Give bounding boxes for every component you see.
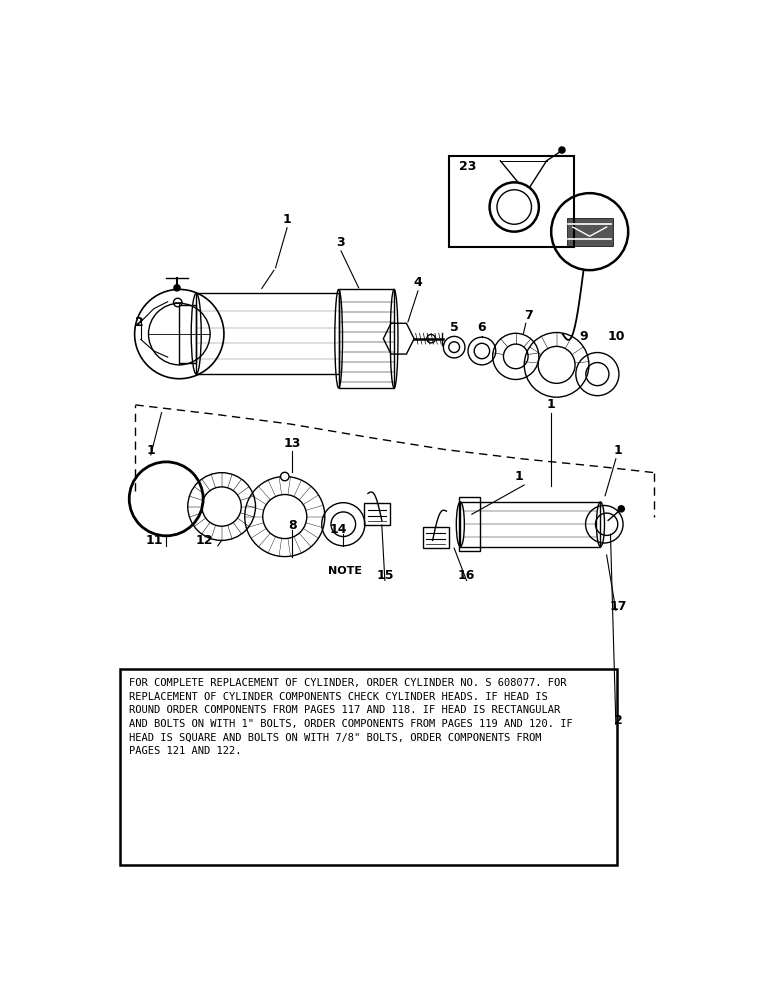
Bar (459, 497, 480, 551)
Text: 23: 23 (459, 160, 476, 173)
Bar (567, 218, 613, 246)
Text: 7: 7 (523, 309, 533, 322)
Text: 2: 2 (135, 316, 144, 329)
Text: 1: 1 (147, 444, 155, 457)
Bar (364, 503, 391, 525)
Text: 10: 10 (607, 330, 625, 343)
Text: 14: 14 (330, 523, 347, 536)
Text: 6: 6 (478, 321, 486, 334)
Text: 13: 13 (284, 437, 301, 450)
Text: 3: 3 (337, 236, 345, 249)
Text: 11: 11 (145, 534, 163, 547)
Text: 2: 2 (614, 714, 622, 727)
Bar (449, 156, 574, 247)
Text: 17: 17 (609, 600, 627, 613)
Text: 8: 8 (288, 519, 296, 532)
Text: 5: 5 (450, 321, 459, 334)
Circle shape (618, 506, 625, 512)
Circle shape (559, 147, 565, 153)
Bar (196, 293, 339, 374)
Circle shape (280, 472, 289, 481)
Text: 1: 1 (515, 470, 523, 483)
Bar (460, 502, 601, 547)
Text: FOR COMPLETE REPLACEMENT OF CYLINDER, ORDER CYLINDER NO. S 608077. FOR
REPLACEME: FOR COMPLETE REPLACEMENT OF CYLINDER, OR… (129, 678, 573, 756)
Text: 15: 15 (376, 569, 394, 582)
Text: 1: 1 (547, 398, 556, 411)
Bar (120, 669, 617, 865)
Text: 4: 4 (414, 276, 422, 289)
Text: 16: 16 (458, 569, 476, 582)
Text: 12: 12 (196, 534, 213, 547)
Bar (422, 527, 449, 548)
Text: 1: 1 (614, 444, 622, 457)
Text: NOTE: NOTE (328, 566, 362, 576)
Text: 9: 9 (579, 330, 587, 343)
Text: 1: 1 (283, 213, 292, 226)
Circle shape (174, 285, 180, 291)
Bar (339, 289, 394, 388)
Bar (179, 305, 196, 363)
